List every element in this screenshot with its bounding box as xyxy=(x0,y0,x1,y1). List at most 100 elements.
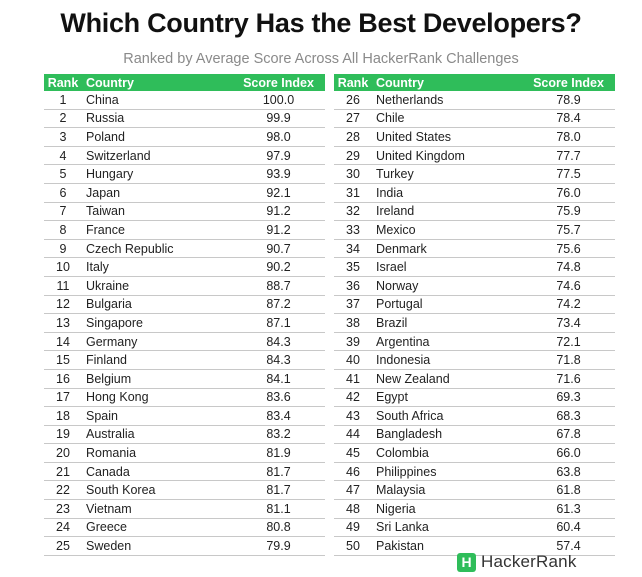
rank-cell: 33 xyxy=(334,220,372,240)
country-cell: Philippines xyxy=(372,462,510,482)
score-cell: 83.6 xyxy=(220,388,325,408)
score-cell: 83.4 xyxy=(220,406,325,426)
score-cell: 74.2 xyxy=(510,295,615,315)
table-row: 43 South Africa 68.3 xyxy=(334,406,615,426)
rank-cell: 18 xyxy=(44,406,82,426)
page-subtitle: Ranked by Average Score Across All Hacke… xyxy=(123,51,519,67)
country-cell: Spain xyxy=(82,406,220,426)
rank-cell: 48 xyxy=(334,499,372,519)
country-cell: Singapore xyxy=(82,313,220,333)
rank-cell: 23 xyxy=(44,499,82,519)
table-header-row: Rank Country Score Index xyxy=(334,74,615,91)
country-cell: Russia xyxy=(82,109,220,129)
score-cell: 77.5 xyxy=(510,164,615,184)
score-cell: 90.7 xyxy=(220,239,325,259)
score-cell: 90.2 xyxy=(220,257,325,277)
table-row: 13 Singapore 87.1 xyxy=(44,313,325,333)
table-row: 46 Philippines 63.8 xyxy=(334,462,615,482)
rank-cell: 21 xyxy=(44,462,82,482)
country-cell: India xyxy=(372,183,510,203)
country-cell: United States xyxy=(372,127,510,147)
score-cell: 81.7 xyxy=(220,462,325,482)
country-cell: Chile xyxy=(372,109,510,129)
score-cell: 72.1 xyxy=(510,332,615,352)
table-row: 26 Netherlands 78.9 xyxy=(334,91,615,110)
score-cell: 100.0 xyxy=(220,91,325,110)
score-cell: 97.9 xyxy=(220,146,325,166)
rank-cell: 26 xyxy=(334,91,372,110)
rank-cell: 7 xyxy=(44,202,82,222)
rank-cell: 17 xyxy=(44,388,82,408)
score-cell: 63.8 xyxy=(510,462,615,482)
table-row: 9 Czech Republic 90.7 xyxy=(44,239,325,259)
table-row: 7 Taiwan 91.2 xyxy=(44,202,325,222)
score-cell: 75.9 xyxy=(510,202,615,222)
score-cell: 93.9 xyxy=(220,164,325,184)
rank-header: Rank xyxy=(47,75,79,90)
score-cell: 76.0 xyxy=(510,183,615,203)
table-row: 30 Turkey 77.5 xyxy=(334,164,615,184)
table-row: 34 Denmark 75.6 xyxy=(334,239,615,259)
country-cell: France xyxy=(82,220,220,240)
rank-cell: 27 xyxy=(334,109,372,129)
table-row: 27 Chile 78.4 xyxy=(334,109,615,129)
score-cell: 80.8 xyxy=(220,518,325,538)
table-row: 19 Australia 83.2 xyxy=(44,425,325,445)
country-cell: Bangladesh xyxy=(372,425,510,445)
country-cell: Finland xyxy=(82,350,220,370)
country-cell: Israel xyxy=(372,257,510,277)
table-row: 14 Germany 84.3 xyxy=(44,332,325,352)
country-cell: Italy xyxy=(82,257,220,277)
table-row: 6 Japan 92.1 xyxy=(44,183,325,203)
rank-cell: 15 xyxy=(44,350,82,370)
table-header-row: Rank Country Score Index xyxy=(44,74,325,91)
table-row: 50 Pakistan 57.4 xyxy=(334,536,615,556)
country-cell: Taiwan xyxy=(82,202,220,222)
table-row: 39 Argentina 72.1 xyxy=(334,332,615,352)
country-cell: Pakistan xyxy=(372,536,510,556)
score-cell: 68.3 xyxy=(510,406,615,426)
rank-cell: 11 xyxy=(44,276,82,296)
table-row: 16 Belgium 84.1 xyxy=(44,369,325,389)
country-cell: Malaysia xyxy=(372,480,510,501)
rank-cell: 36 xyxy=(334,276,372,296)
rank-cell: 46 xyxy=(334,462,372,482)
score-cell: 69.3 xyxy=(510,388,615,408)
rank-cell: 8 xyxy=(44,220,82,240)
country-cell: Bulgaria xyxy=(82,295,220,315)
table-row: 3 Poland 98.0 xyxy=(44,127,325,147)
score-header: Score Index xyxy=(243,75,314,90)
rank-cell: 30 xyxy=(334,164,372,184)
table-row: 20 Romania 81.9 xyxy=(44,443,325,463)
rank-cell: 22 xyxy=(44,480,82,501)
score-cell: 74.8 xyxy=(510,257,615,277)
score-cell: 75.6 xyxy=(510,239,615,259)
rank-cell: 28 xyxy=(334,127,372,147)
rank-cell: 1 xyxy=(44,91,82,110)
table-row: 2 Russia 99.9 xyxy=(44,109,325,129)
rank-cell: 37 xyxy=(334,295,372,315)
country-cell: Turkey xyxy=(372,164,510,184)
table-row: 36 Norway 74.6 xyxy=(334,276,615,296)
score-cell: 78.4 xyxy=(510,109,615,129)
score-cell: 61.3 xyxy=(510,499,615,519)
score-cell: 88.7 xyxy=(220,276,325,296)
table-row: 25 Sweden 79.9 xyxy=(44,536,325,556)
country-cell: Canada xyxy=(82,462,220,482)
rank-cell: 44 xyxy=(334,425,372,445)
table-row: 8 France 91.2 xyxy=(44,220,325,240)
score-cell: 81.1 xyxy=(220,499,325,519)
table-row: 47 Malaysia 61.8 xyxy=(334,480,615,501)
page-title: Which Country Has the Best Developers? xyxy=(60,8,582,38)
country-cell: Ukraine xyxy=(82,276,220,296)
country-cell: South Korea xyxy=(82,480,220,501)
country-header: Country xyxy=(86,75,134,90)
score-cell: 87.1 xyxy=(220,313,325,333)
ranking-table-right-body: 26 Netherlands 78.9 27 Chile 78.4 28 United Sta… xyxy=(334,91,615,556)
table-row: 24 Greece 80.8 xyxy=(44,518,325,538)
score-cell: 98.0 xyxy=(220,127,325,147)
country-cell: Colombia xyxy=(372,443,510,463)
table-row: 37 Portugal 74.2 xyxy=(334,295,615,315)
rank-cell: 25 xyxy=(44,536,82,556)
table-row: 42 Egypt 69.3 xyxy=(334,388,615,408)
